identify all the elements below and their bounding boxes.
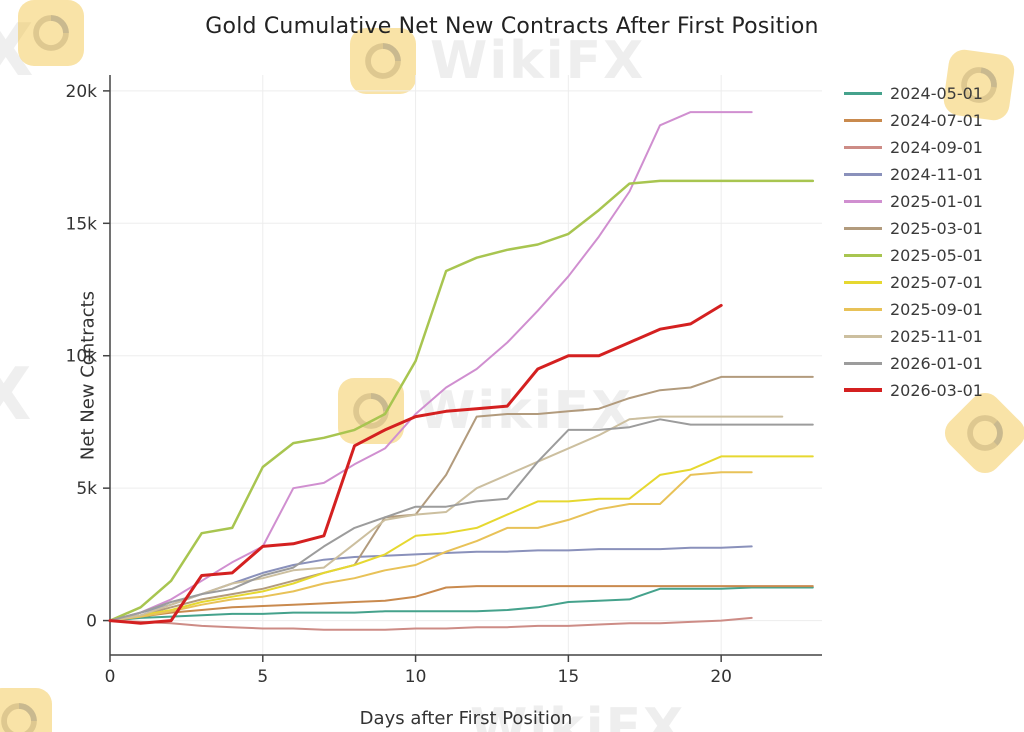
series-2025-01-01 — [109, 111, 753, 622]
y-tick-label: 20k — [66, 82, 98, 102]
legend-swatch — [844, 388, 882, 392]
y-tick-label: 15k — [66, 214, 98, 234]
series-2024-07-01 — [109, 585, 814, 622]
legend-label: 2024-11-01 — [890, 164, 983, 184]
legend-swatch — [844, 199, 882, 203]
legend-label: 2025-03-01 — [890, 218, 983, 238]
x-tick-label: 0 — [105, 667, 116, 687]
legend-swatch — [844, 91, 882, 95]
legend-item-2024-07-01: 2024-07-01 — [844, 110, 983, 130]
series-2025-05-01 — [108, 179, 815, 622]
legend-item-2025-11-01: 2025-11-01 — [844, 326, 983, 346]
legend-item-2025-05-01: 2025-05-01 — [844, 245, 983, 265]
legend-label: 2025-09-01 — [890, 299, 983, 319]
x-tick-label: 5 — [257, 667, 268, 687]
legend-label: 2026-03-01 — [890, 380, 983, 400]
legend-label: 2024-07-01 — [890, 110, 983, 130]
legend: 2024-05-01 2024-07-01 2024-09-01 2024-11-01… — [844, 83, 983, 400]
series-2025-07-01 — [109, 455, 814, 622]
legend-swatch — [844, 334, 882, 338]
legend-label: 2025-11-01 — [890, 326, 983, 346]
legend-swatch — [844, 307, 882, 311]
legend-label: 2026-01-01 — [890, 353, 983, 373]
legend-swatch — [844, 226, 882, 230]
y-tick-label: 0 — [86, 612, 97, 632]
legend-item-2026-03-01: 2026-03-01 — [844, 380, 983, 400]
legend-item-2024-05-01: 2024-05-01 — [844, 83, 983, 103]
legend-item-2026-01-01: 2026-01-01 — [844, 353, 983, 373]
series-2026-03-01 — [108, 303, 723, 625]
legend-item-2024-09-01: 2024-09-01 — [844, 137, 983, 157]
series-2024-09-01 — [109, 616, 753, 631]
x-tick-label: 10 — [405, 667, 427, 687]
x-axis-title: Days after First Position — [359, 708, 573, 729]
legend-item-2024-11-01: 2024-11-01 — [844, 164, 983, 184]
series-2026-01-01 — [109, 418, 814, 622]
legend-label: 2025-07-01 — [890, 272, 983, 292]
legend-item-2025-07-01: 2025-07-01 — [844, 272, 983, 292]
y-tick-label: 5k — [76, 479, 97, 499]
legend-item-2025-03-01: 2025-03-01 — [844, 218, 983, 238]
x-tick-label: 15 — [558, 667, 580, 687]
legend-swatch — [844, 172, 882, 176]
legend-item-2025-09-01: 2025-09-01 — [844, 299, 983, 319]
chart-title: Gold Cumulative Net New Contracts After … — [205, 14, 819, 39]
legend-label: 2025-01-01 — [890, 191, 983, 211]
y-tick-label: 10k — [66, 347, 98, 367]
series-2025-11-01 — [109, 415, 784, 622]
legend-swatch — [844, 361, 882, 365]
x-tick-label: 20 — [710, 667, 732, 687]
legend-item-2025-01-01: 2025-01-01 — [844, 191, 983, 211]
legend-swatch — [844, 118, 882, 122]
legend-swatch — [844, 253, 882, 257]
legend-swatch — [844, 145, 882, 149]
series-2025-09-01 — [109, 471, 753, 622]
legend-label: 2024-05-01 — [890, 83, 983, 103]
legend-label: 2024-09-01 — [890, 137, 983, 157]
legend-swatch — [844, 280, 882, 284]
legend-label: 2025-05-01 — [890, 245, 983, 265]
series-2024-05-01 — [109, 586, 814, 622]
series-2025-03-01 — [109, 375, 814, 622]
